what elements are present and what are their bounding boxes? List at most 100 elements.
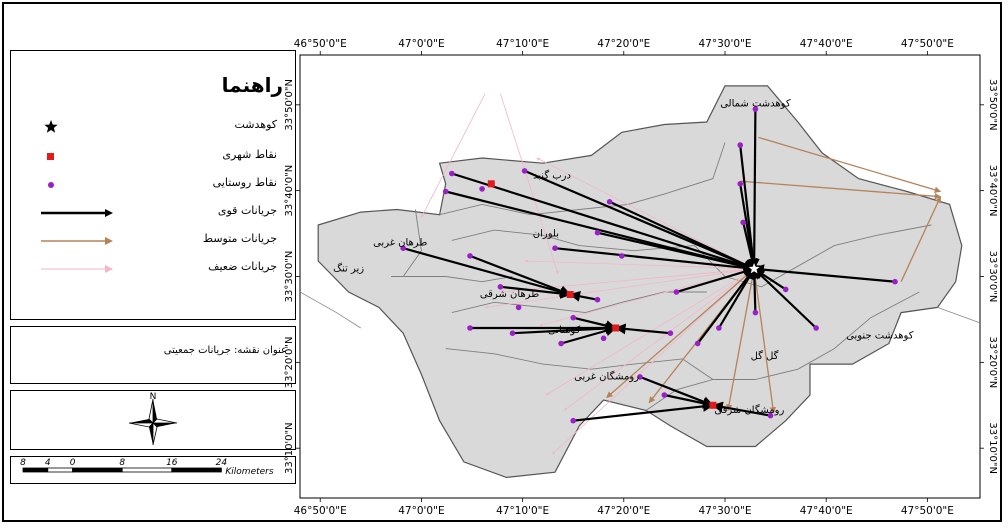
rural-point [594,296,601,303]
square-icon [47,153,54,160]
legend-item-label: جریانات قوی [217,204,277,217]
scale-tick-label: 0 [70,458,76,468]
strong-flow [609,200,756,270]
outer-border [937,307,981,324]
place-label: درب گنبد [533,170,571,182]
medium-flow [758,136,942,193]
legend-item-dot: نقاط روستایی [11,175,291,195]
place-label: بلوران [533,228,559,239]
strong-flow [402,247,572,298]
scale-tick-label: 8 [20,458,26,468]
scale-bar-panel: 8 4 0 8 16 24 Kilometers [10,456,296,484]
legend-item-label: جریانات ضعیف [208,260,277,273]
strong-flow [569,290,598,302]
rural-point [552,245,558,251]
map-title-panel: عنوان نقشه: جریانات جمعیتی [10,326,296,384]
place-label: طرهان شرقی [480,289,539,300]
strong-flow [512,323,617,335]
rural-point [521,168,528,174]
place-label: طرهان غربی [373,238,427,249]
strong-flow [469,254,572,297]
strong-flow [739,183,758,270]
urban-point [612,324,620,332]
y-tick-label-right: 33°30'0"N [987,251,998,303]
legend-item-label: کوهدشت [234,118,277,131]
weak-flow [524,259,755,270]
weak-flow [500,93,559,275]
map-title: عنوان نقشه: جریانات جمعیتی [163,345,287,356]
legend-item-arrow-medium: جریانات متوسط [11,231,291,251]
district-border [445,348,683,370]
x-tick-label-top: 47°50'0"E [901,38,954,50]
medium-flow [606,268,755,399]
rural-point [467,253,473,259]
rural-point [694,340,701,347]
x-tick-label-top: 47°40'0"E [800,38,853,50]
urban-point [709,401,717,409]
district-border [402,209,422,277]
rural-point [606,199,613,205]
rural-point [479,186,485,192]
weak-flow [421,93,486,218]
outer-border [299,291,361,329]
rural-point [752,106,759,112]
legend-panel: راهنما کوهدشت نقاط شهری نقاط روستایی جریانا… [10,50,296,320]
rural-point [737,142,743,148]
district-border [451,291,707,314]
rural-point [600,335,607,342]
strong-flow [614,323,671,335]
rural-point [813,325,819,331]
district-border [451,229,695,252]
rural-point [570,314,576,321]
rural-point [667,330,674,337]
place-label: گل گل [751,350,779,362]
rural-point [515,304,522,311]
arrow-strong-icon [41,209,113,217]
north-arrow-panel: N [10,390,296,450]
scale-tick-label: 16 [166,458,178,468]
medium-flow [740,180,942,200]
legend-item-arrow-weak: جریانات ضعیف [11,259,291,279]
scale-tick-label: 24 [216,458,228,468]
strong-flow [524,169,756,270]
scale-tick-label: 4 [45,458,51,468]
rural-point [716,325,722,331]
arrow-medium-icon [41,237,113,245]
y-tick-label-right: 33°10'0"N [987,422,998,474]
x-tick-label-bottom: 47°0'0"E [398,505,444,517]
rural-point [637,374,643,380]
strong-flow [748,267,760,313]
medium-flow [753,268,777,414]
place-label: کوهدشت شمالی [720,99,791,110]
strong-flow [573,400,714,422]
rural-point [497,284,504,290]
legend-item-square: نقاط شهری [11,147,291,167]
x-tick-label-top: 47°30'0"E [698,38,751,50]
strong-flow [639,375,714,407]
x-tick-label-top: 46°50'0"E [294,38,347,50]
rural-point [467,325,473,331]
rural-point [509,330,516,337]
weak-flow [539,268,755,327]
county-land [317,85,963,479]
place-label: رومشگان غربی [574,371,639,383]
rural-point [892,278,898,285]
rural-point [740,219,746,226]
rural-point [449,170,455,177]
strong-flow [451,172,756,272]
rural-point [767,412,774,419]
rural-point [782,286,789,293]
strong-flow [753,264,896,283]
strong-flow [711,401,771,417]
rural-point [400,245,407,251]
weak-flow [484,268,755,309]
place-label: کوهدشت جنوبی [846,330,914,341]
rural-point [442,188,449,195]
hub-star-icon [744,258,764,277]
y-tick-label-left: 33°40'0"N [284,165,295,217]
weak-flow [500,268,755,294]
y-tick-label-left: 33°30'0"N [284,251,295,303]
medium-flow [725,268,755,412]
rural-point [558,340,564,347]
strong-flow [597,231,756,272]
